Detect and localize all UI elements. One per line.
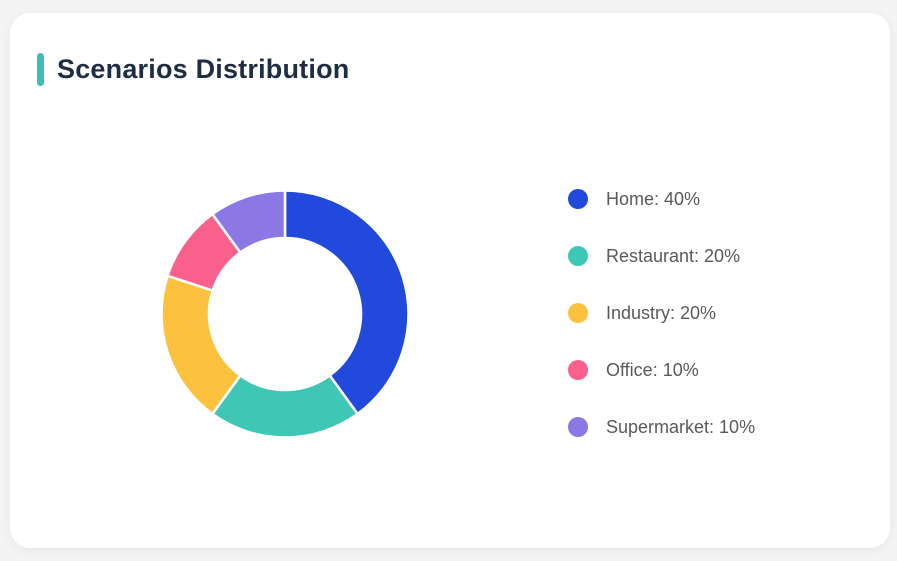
chart-legend: Home: 40% Restaurant: 20% Industry: 20% Off… (568, 189, 755, 437)
legend-label: Industry: 20% (606, 303, 717, 323)
legend-item-home[interactable]: Home: 40% (568, 189, 755, 209)
legend-item-supermarket[interactable]: Supermarket: 10% (568, 417, 755, 437)
legend-dot-home (568, 189, 588, 209)
legend-item-restaurant[interactable]: Restaurant: 20% (568, 246, 755, 266)
legend-item-office[interactable]: Office: 10% (568, 360, 755, 380)
scenarios-distribution-card: Scenarios Distribution Home: 40% Restaura… (10, 13, 890, 548)
legend-dot-industry (568, 303, 588, 323)
legend-item-industry[interactable]: Industry: 20% (568, 303, 755, 323)
legend-label: Home: 40% (606, 189, 701, 209)
card-header: Scenarios Distribution (37, 53, 349, 86)
legend-label: Office: 10% (606, 360, 699, 380)
card-title: Scenarios Distribution (57, 54, 350, 84)
legend-label: Supermarket: 10% (606, 417, 756, 437)
legend-dot-office (568, 360, 588, 380)
title-accent-bar (37, 53, 44, 86)
legend-dot-supermarket (568, 417, 588, 437)
legend-dot-restaurant (568, 246, 588, 266)
donut-segment-supermarket[interactable] (210, 189, 287, 255)
legend-label: Restaurant: 20% (606, 246, 741, 266)
donut-segment-industry[interactable] (160, 274, 243, 416)
donut-segment-home[interactable] (283, 189, 410, 416)
donut-chart (160, 189, 410, 439)
